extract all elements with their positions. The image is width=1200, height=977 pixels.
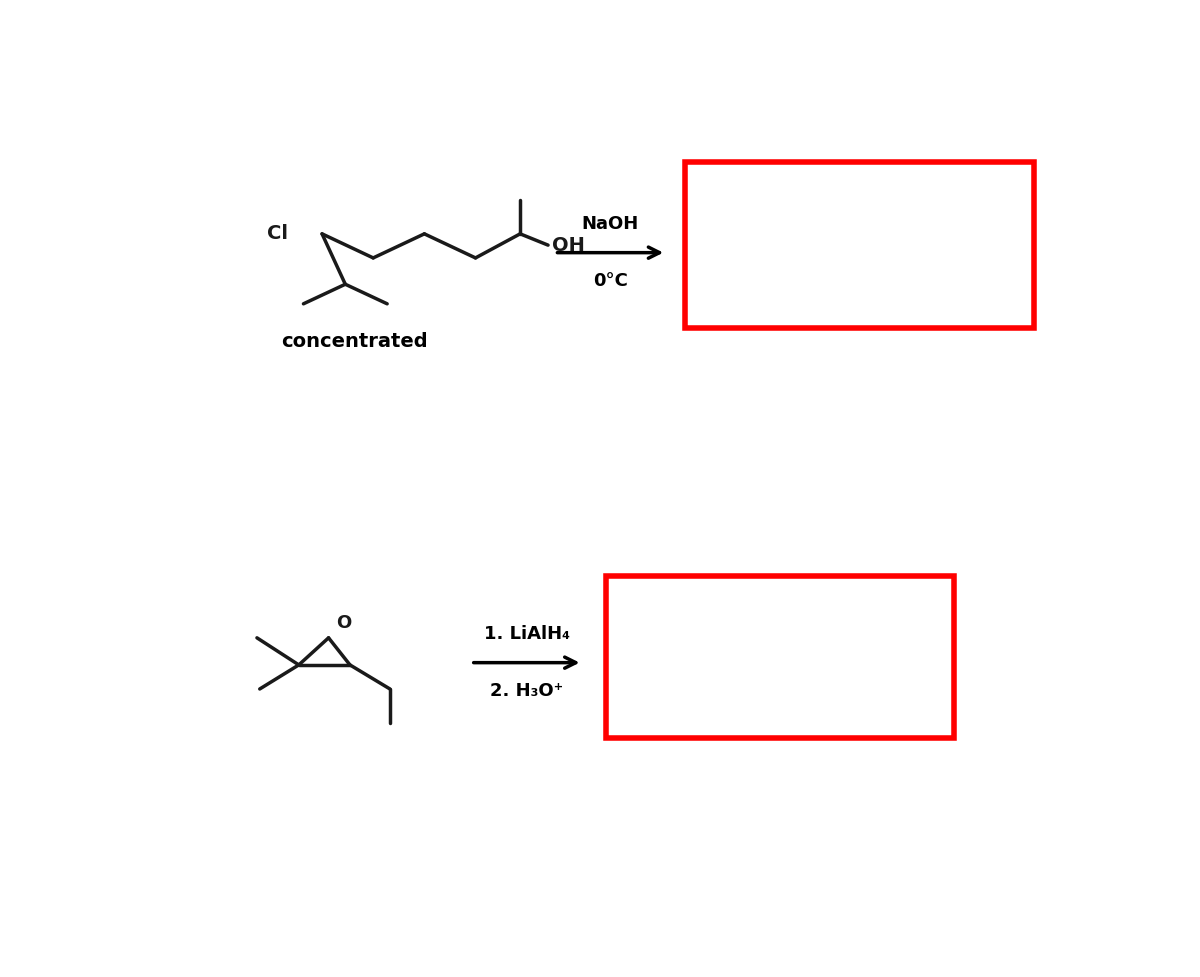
Text: O: O bbox=[336, 614, 352, 632]
Text: 0°C: 0°C bbox=[593, 273, 628, 290]
Text: 1. LiAlH₄: 1. LiAlH₄ bbox=[484, 625, 570, 643]
Bar bbox=[685, 162, 1033, 328]
Bar bbox=[606, 576, 954, 738]
Text: NaOH: NaOH bbox=[582, 215, 638, 234]
Text: Cl: Cl bbox=[266, 225, 288, 243]
Text: concentrated: concentrated bbox=[281, 331, 428, 351]
Text: OH: OH bbox=[552, 235, 584, 255]
Text: 2. H₃O⁺: 2. H₃O⁺ bbox=[490, 682, 563, 701]
